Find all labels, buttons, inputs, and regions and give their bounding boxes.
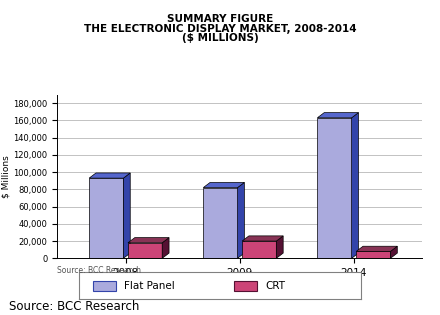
Bar — [93, 281, 116, 291]
Bar — [128, 243, 162, 258]
Y-axis label: $ Millions: $ Millions — [1, 155, 11, 198]
Text: Flat Panel: Flat Panel — [124, 281, 175, 291]
Text: THE ELECTRONIC DISPLAY MARKET, 2008-2014: THE ELECTRONIC DISPLAY MARKET, 2008-2014 — [84, 24, 356, 34]
Polygon shape — [89, 173, 130, 178]
Polygon shape — [356, 246, 397, 251]
Polygon shape — [203, 182, 244, 188]
Bar — [234, 281, 257, 291]
Polygon shape — [123, 173, 130, 258]
Polygon shape — [390, 246, 397, 258]
Polygon shape — [238, 182, 244, 258]
Text: Source: BCC Research: Source: BCC Research — [57, 266, 141, 275]
Text: CRT: CRT — [265, 281, 285, 291]
Text: ($ MILLIONS): ($ MILLIONS) — [182, 33, 258, 43]
Bar — [203, 188, 238, 258]
Polygon shape — [162, 238, 169, 258]
Text: Source: BCC Research: Source: BCC Research — [9, 301, 139, 313]
Bar — [356, 251, 390, 258]
Text: SUMMARY FIGURE: SUMMARY FIGURE — [167, 14, 273, 24]
Polygon shape — [276, 236, 283, 258]
Bar — [89, 178, 123, 258]
Polygon shape — [242, 236, 283, 241]
Polygon shape — [352, 112, 359, 258]
Bar — [317, 118, 352, 258]
Polygon shape — [128, 238, 169, 243]
Polygon shape — [317, 112, 359, 118]
Bar — [242, 241, 276, 258]
